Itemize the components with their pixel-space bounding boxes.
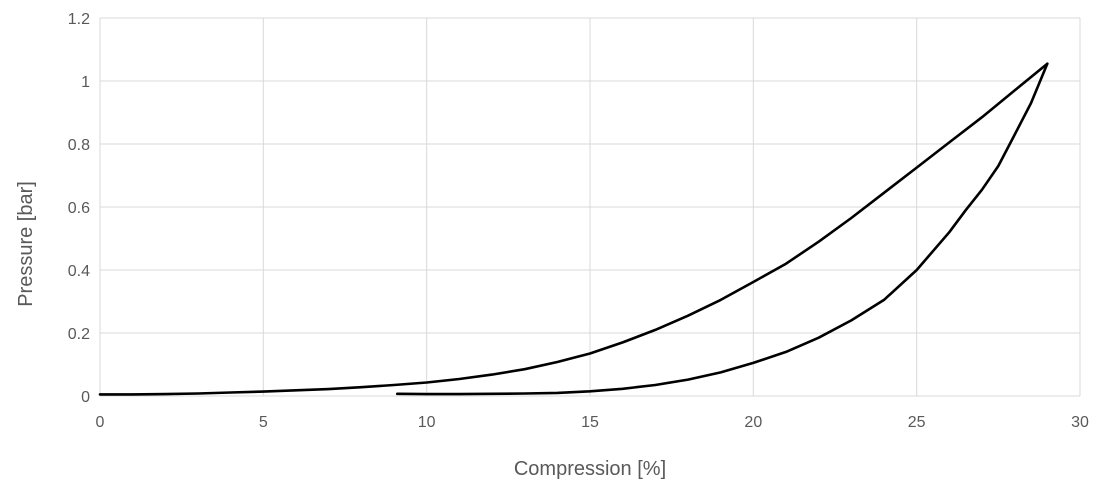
y-tick-label: 0.6 (68, 200, 90, 217)
x-tick-label: 5 (259, 414, 268, 431)
x-tick-label: 25 (908, 414, 926, 431)
x-tick-label: 30 (1071, 414, 1089, 431)
y-tick-label: 0.2 (68, 326, 90, 343)
x-axis-title: Compression [%] (514, 458, 666, 480)
y-tick-label: 0.4 (68, 263, 90, 280)
y-tick-label: 1.2 (68, 11, 90, 28)
x-axis-ticks: 0 5 10 15 20 25 30 (96, 414, 1089, 431)
series-line-2 (396, 62, 1049, 396)
x-tick-label: 10 (418, 414, 436, 431)
x-tick-label: 0 (96, 414, 105, 431)
y-tick-label: 0 (81, 389, 90, 406)
y-tick-label: 0.8 (68, 137, 90, 154)
x-tick-label: 20 (744, 414, 762, 431)
y-tick-label: 1 (81, 74, 90, 91)
series-line-1 (98, 62, 1049, 396)
y-axis-title: Pressure [bar] (15, 181, 37, 307)
series-layer (98, 62, 1049, 396)
y-axis-ticks: 0 0.2 0.4 0.6 0.8 1 1.2 (68, 11, 90, 406)
gridlines (99, 17, 1081, 397)
x-tick-label: 15 (581, 414, 599, 431)
